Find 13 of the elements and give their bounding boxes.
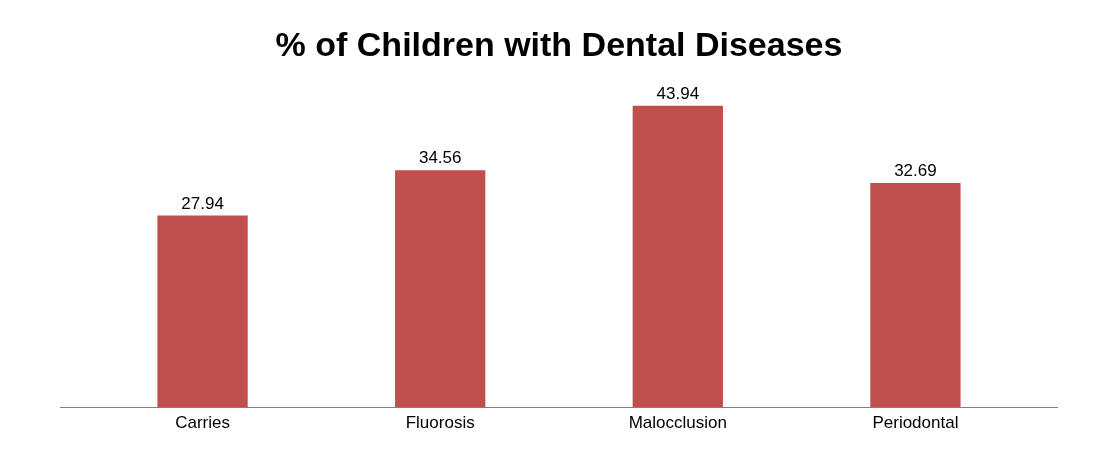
data-label: 27.94	[181, 193, 224, 213]
bar	[870, 182, 961, 407]
x-tick-label: Malocclusion	[628, 413, 727, 433]
chart-title: % of Children with Dental Diseases	[275, 24, 843, 63]
x-tick-label: Carries	[175, 413, 230, 433]
data-label: 34.56	[418, 148, 462, 168]
bar	[395, 170, 486, 407]
bar	[157, 215, 248, 407]
x-tick-label: Fluorosis	[405, 413, 475, 433]
x-tick-label: Periodontal	[872, 413, 959, 433]
data-label: 32.69	[894, 160, 937, 180]
data-label: 43.94	[656, 83, 700, 103]
bar	[632, 105, 723, 407]
